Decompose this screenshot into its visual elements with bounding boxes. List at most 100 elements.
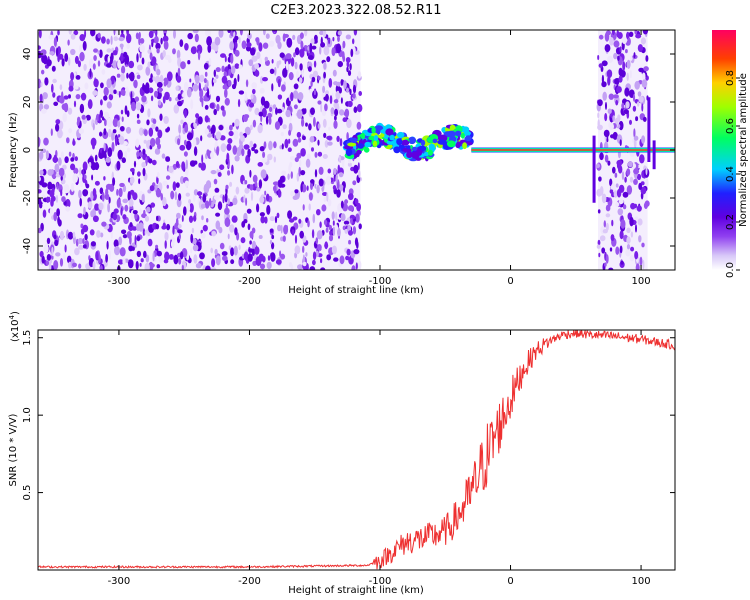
region-noise-dot <box>273 184 277 194</box>
region-noise-dot <box>244 126 251 136</box>
region-noise-dot <box>201 154 204 164</box>
strip-noise-dot <box>635 116 639 122</box>
signal-band-blob <box>364 141 372 148</box>
region-noise-dot <box>156 264 161 269</box>
region-noise-dot <box>219 242 225 250</box>
region-noise-dot <box>130 91 133 102</box>
strip-noise-dot <box>615 246 620 255</box>
region-noise-dot <box>57 30 60 36</box>
region-noise-dot <box>211 230 217 237</box>
region-noise-dot <box>285 60 289 71</box>
region-noise-dot <box>108 249 111 260</box>
region-noise-dot <box>106 240 109 250</box>
region-noise-dot <box>338 155 342 163</box>
region-noise-dot <box>175 85 179 91</box>
region-noise-dot <box>316 230 323 240</box>
region-noise-dot <box>224 192 228 203</box>
region-noise-dot <box>177 57 182 67</box>
region-noise-dot <box>230 54 234 64</box>
region-noise-dot <box>77 213 83 219</box>
region-noise-dot <box>70 48 76 56</box>
strip-noise-dot <box>638 235 642 243</box>
region-noise-dot <box>259 87 265 94</box>
region-noise-dot <box>302 245 305 253</box>
region-noise-dot <box>92 90 99 96</box>
region-noise-dot <box>337 61 343 68</box>
region-noise-dot <box>73 30 79 36</box>
region-noise-dot <box>180 90 183 95</box>
region-noise-dot <box>143 209 146 216</box>
region-noise-dot <box>297 137 302 143</box>
region-noise-dot <box>60 151 64 161</box>
region-noise-dot <box>63 102 69 113</box>
colorbar-tick-label: 0.4 <box>725 166 736 182</box>
region-noise-dot <box>302 204 305 211</box>
region-noise-dot <box>354 237 359 247</box>
region-noise-dot <box>60 189 63 197</box>
region-noise-dot <box>266 204 271 215</box>
region-noise-dot <box>220 143 227 153</box>
region-noise-dot <box>161 225 167 230</box>
region-noise-dot <box>323 132 327 138</box>
region-noise-dot <box>335 43 342 54</box>
signal-band-blob <box>427 149 433 156</box>
region-noise-dot <box>248 102 255 108</box>
region-noise-dot <box>195 113 200 119</box>
region-noise-dot <box>136 74 141 80</box>
region-noise-dot <box>313 90 316 96</box>
region-noise-dot <box>133 160 137 168</box>
region-noise-dot <box>319 221 322 228</box>
region-noise-dot <box>344 199 349 205</box>
region-noise-dot <box>274 216 278 224</box>
region-noise-dot <box>139 52 142 59</box>
region-noise-dot <box>224 88 228 99</box>
region-noise-dot <box>263 100 270 109</box>
region-noise-dot <box>282 106 285 112</box>
region-noise-dot <box>62 253 66 261</box>
region-noise-dot <box>317 76 321 81</box>
region-noise-dot <box>326 192 329 202</box>
region-noise-dot <box>119 182 125 188</box>
region-noise-dot <box>118 135 125 145</box>
region-noise-dot <box>350 217 353 225</box>
region-noise-dot <box>78 244 84 250</box>
region-noise-dot <box>172 225 175 235</box>
strip-noise-dot <box>634 80 640 90</box>
region-noise-dot <box>294 234 298 244</box>
snr-y-label: SNR (10 * V/V) <box>8 413 19 486</box>
region-noise-dot <box>223 71 228 78</box>
region-noise-dot <box>342 160 345 169</box>
region-noise-dot <box>231 83 237 90</box>
region-noise-dot <box>214 36 221 46</box>
region-noise-dot <box>226 152 230 162</box>
signal-band-blob <box>447 130 456 138</box>
region-noise-dot <box>65 206 71 212</box>
region-noise-dot <box>320 102 323 113</box>
region-noise-dot <box>45 150 50 159</box>
region-noise-dot <box>126 33 132 44</box>
region-noise-dot <box>277 78 281 88</box>
region-noise-dot <box>304 30 308 37</box>
region-noise-dot <box>52 92 56 98</box>
region-noise-dot <box>203 62 209 70</box>
region-noise-dot <box>322 192 328 196</box>
strip-noise-dot <box>636 205 642 212</box>
region-noise-dot <box>157 172 160 179</box>
region-noise-dot <box>59 95 65 104</box>
region-noise-dot <box>60 175 63 181</box>
region-noise-dot <box>70 163 76 171</box>
region-noise-dot <box>164 251 170 261</box>
region-noise-dot <box>112 177 116 186</box>
region-noise-dot <box>328 234 334 242</box>
strip-noise-dot <box>605 222 609 231</box>
region-noise-dot <box>53 234 57 240</box>
region-noise-dot <box>315 237 319 245</box>
region-noise-dot <box>199 74 205 83</box>
region-noise-dot <box>302 254 305 264</box>
region-noise-dot <box>277 224 282 232</box>
region-noise-dot <box>43 137 49 146</box>
region-noise-dot <box>177 223 182 229</box>
region-noise-dot <box>117 120 121 128</box>
signal-band-blob <box>374 125 384 131</box>
region-noise-dot <box>122 185 127 193</box>
